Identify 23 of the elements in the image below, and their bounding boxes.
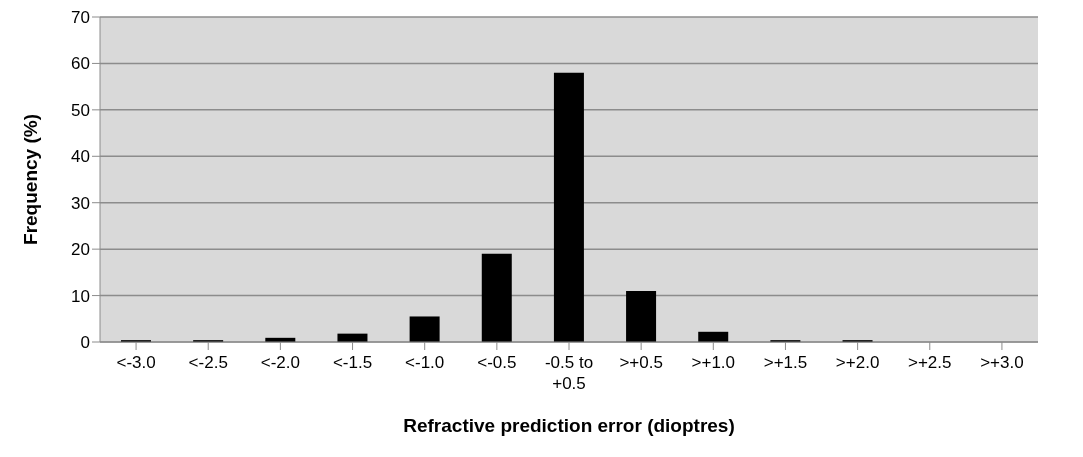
x-tick-label: <-3.0 (116, 353, 156, 372)
x-tick-label: <-2.5 (188, 353, 228, 372)
x-tick-label: >+2.5 (908, 353, 952, 372)
x-tick-label: >+1.5 (763, 353, 808, 372)
x-tick-label: >+3.0 (980, 353, 1024, 372)
y-tick-label: 70 (71, 8, 90, 28)
x-tick-label: >+1.0 (691, 353, 736, 372)
y-tick-label: 50 (71, 100, 90, 120)
y-tick-label: 0 (80, 333, 90, 353)
y-tick-label: 60 (71, 54, 90, 74)
y-tick-label: 10 (71, 286, 90, 306)
y-tick-label: 30 (71, 193, 90, 213)
x-tick-label: -0.5 to +0.5 (544, 353, 594, 393)
x-tick-label: <-0.5 (477, 353, 517, 372)
y-axis-title: Frequency (%) (19, 114, 41, 245)
y-tick-label: 20 (71, 240, 90, 260)
x-tick-label: >+2.0 (835, 353, 880, 372)
x-tick-label: <-2.0 (260, 353, 300, 372)
x-axis-title: Refractive prediction error (dioptres) (403, 415, 735, 436)
x-tick-label: <-1.5 (332, 353, 373, 372)
x-tick-label: >+0.5 (619, 353, 663, 372)
x-tick-label: <-1.0 (405, 353, 445, 372)
y-tick-label: 40 (71, 147, 90, 167)
